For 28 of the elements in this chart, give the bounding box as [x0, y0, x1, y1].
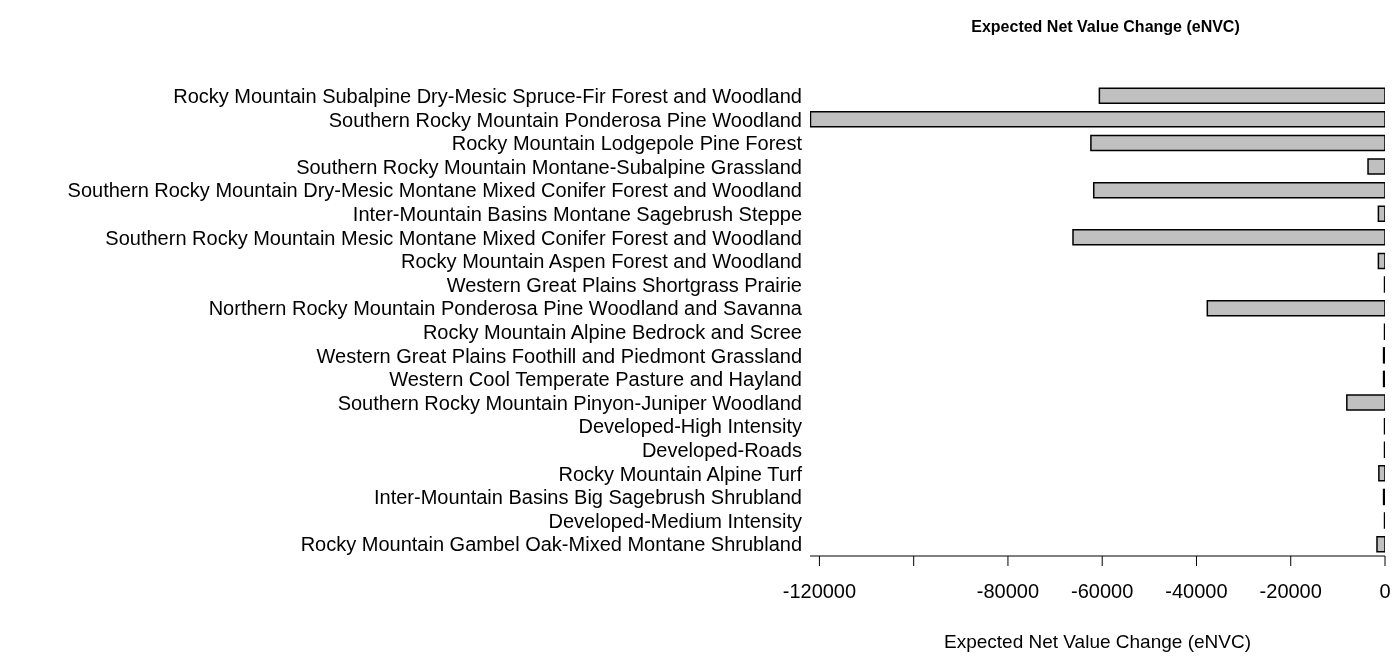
x-tick-label: -120000 [782, 580, 857, 603]
y-tick-label: Southern Rocky Mountain Pinyon-Juniper Woodland [337, 391, 802, 414]
x-tick-label: 0 [1379, 580, 1391, 603]
y-tick-label: Rocky Mountain Lodgepole Pine Forest [451, 132, 803, 155]
y-tick-label: Rocky Mountain Aspen Forest and Woodland [401, 250, 802, 273]
y-tick-label: Rocky Mountain Subalpine Dry-Mesic Spruce-Fir Forest and Woodland [173, 84, 802, 107]
y-tick-label: Rocky Mountain Gambel Oak-Mixed Montane Shrubland [300, 533, 802, 556]
y-tick-label: Western Great Plains Foothill and Piedmont Grassland [316, 344, 802, 367]
x-axis-title: Expected Net Value Change (eNVC) [944, 631, 1251, 652]
x-tick-label: -20000 [1259, 580, 1322, 603]
y-tick-label: Southern Rocky Mountain Mesic Montane Mixed Conifer Forest and Woodland [105, 226, 802, 249]
y-tick-label: Western Cool Temperate Pasture and Hayland [389, 368, 802, 391]
y-tick-label: Southern Rocky Mountain Montane-Subalpine Grassland [296, 155, 802, 178]
x-tick-label: -40000 [1165, 580, 1228, 603]
x-tick-label: -80000 [976, 580, 1040, 603]
y-tick-label: Southern Rocky Mountain Dry-Mesic Montane Mixed Conifer Forest and Woodland [67, 179, 802, 202]
y-tick-label: Rocky Mountain Alpine Turf [558, 462, 803, 485]
x-tick-label: -60000 [1071, 580, 1134, 603]
y-tick-label: Rocky Mountain Alpine Bedrock and Scree [422, 320, 802, 343]
y-tick-label: Western Great Plains Shortgrass Prairie [446, 273, 802, 296]
chart-title: Expected Net Value Change (eNVC) [970, 18, 1241, 36]
y-tick-label: Northern Rocky Mountain Ponderosa Pine Woodland and Savanna [208, 297, 803, 320]
y-tick-label: Developed-Roads [641, 438, 802, 461]
y-tick-label: Inter-Mountain Basins Big Sagebrush Shrubland [373, 486, 802, 509]
y-tick-label: Southern Rocky Mountain Ponderosa Pine Woodland [328, 108, 802, 131]
y-tick-label: Developed-High Intensity [578, 415, 802, 438]
y-tick-label: Developed-Medium Intensity [548, 509, 802, 532]
y-tick-label: Inter-Mountain Basins Montane Sagebrush Steppe [352, 202, 802, 225]
